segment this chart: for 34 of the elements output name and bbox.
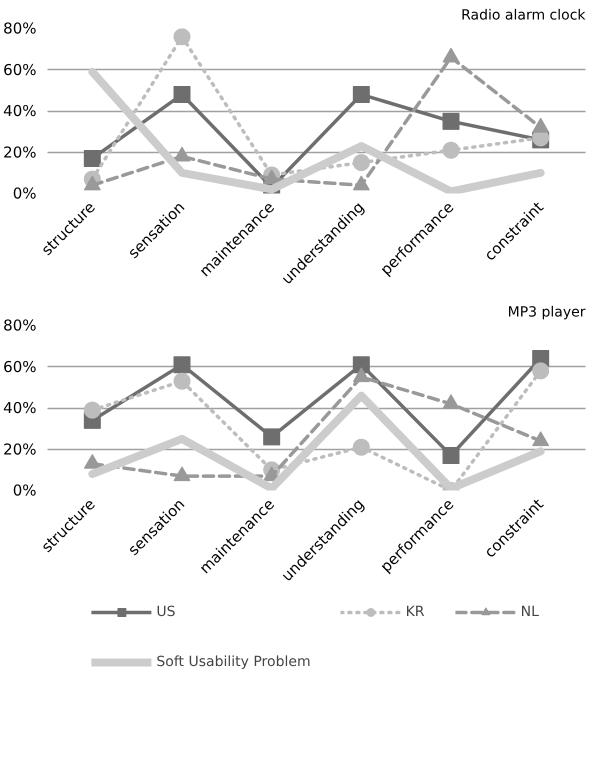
legend-label: KR [406,604,426,620]
point [84,402,101,419]
y-tick-label: 60% [3,60,37,79]
y-tick-label: 40% [3,102,37,120]
point [84,454,101,469]
legend-label: NL [520,604,540,620]
legend-label: US [156,604,176,620]
y-tick-label: 20% [3,143,37,162]
point [532,431,550,446]
point [442,142,460,159]
y-tick-label: 60% [3,358,37,376]
y-tick-label: 0% [12,184,36,202]
point [84,150,101,167]
y-tick-label: 80% [3,20,37,38]
point [174,466,190,482]
y-tick-label: 0% [12,482,36,500]
point [174,28,190,46]
point [352,86,370,103]
point [263,428,280,446]
point [174,356,190,374]
y-tick-label: 20% [3,440,37,458]
point [352,154,370,172]
y-tick-label: 80% [3,316,37,334]
point [352,438,370,456]
point [174,86,190,103]
point [352,356,370,374]
point [174,372,190,390]
chart-title: MP3 player [508,304,586,320]
chart-title: Radio alarm clock [461,8,586,24]
point [442,446,460,464]
legend-label: Soft Usability Problem [156,654,311,670]
y-tick-label: 40% [3,399,37,417]
point [442,112,460,130]
point [532,362,550,380]
